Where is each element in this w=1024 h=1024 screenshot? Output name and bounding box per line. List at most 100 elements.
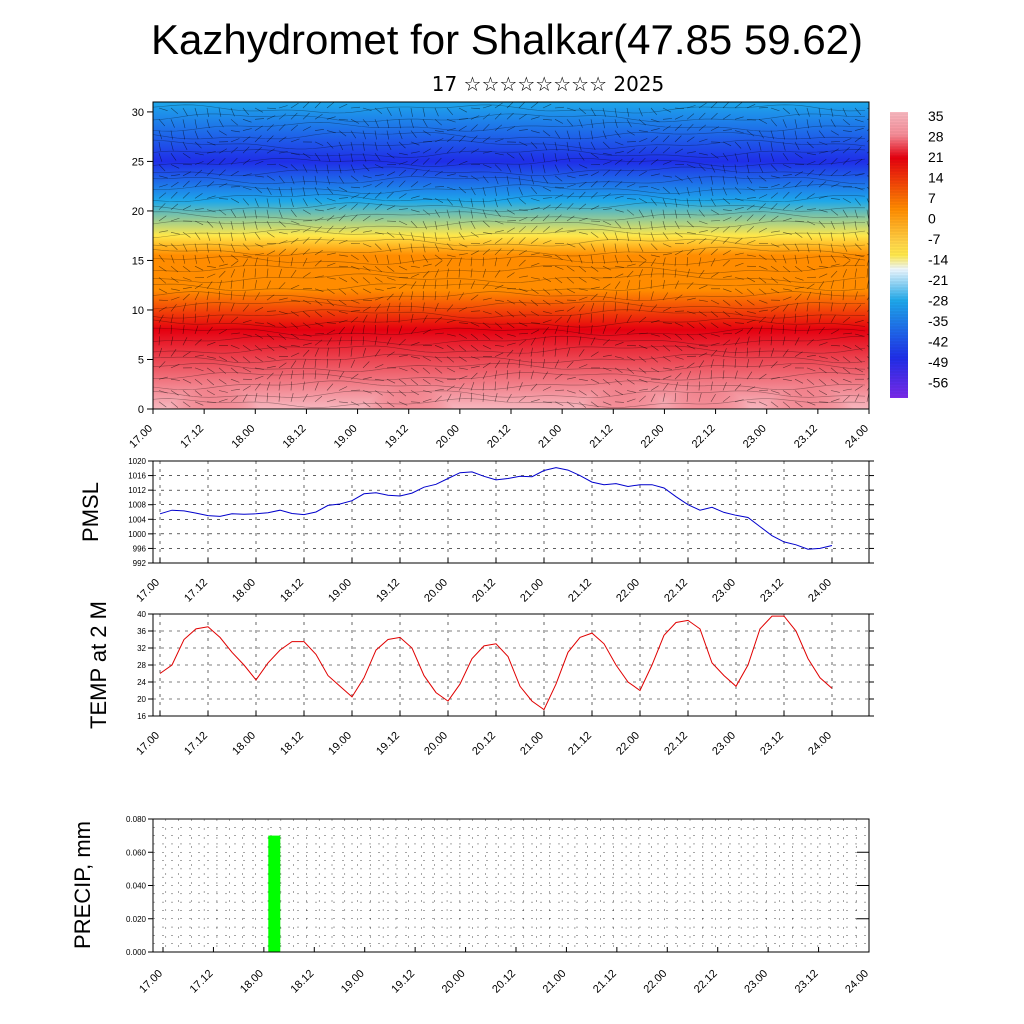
- wind-barb: [638, 209, 644, 218]
- wind-barb: [422, 263, 432, 267]
- wind-barb: [686, 198, 689, 208]
- wind-barb: [722, 175, 725, 185]
- wind-barb: [626, 390, 636, 393]
- wind-barb: [266, 392, 269, 402]
- wind-barb: [434, 269, 439, 278]
- wind-barb: [386, 351, 395, 357]
- wind-barb: [326, 116, 336, 120]
- wind-barb: [218, 243, 222, 253]
- wind-barb: [386, 277, 396, 281]
- wind-barb: [350, 347, 353, 357]
- wind-barb: [782, 174, 792, 177]
- wind-barb: [278, 322, 287, 329]
- wind-barb: [254, 333, 263, 339]
- wind-barb: [434, 388, 444, 391]
- wind-barb: [686, 240, 696, 244]
- wind-barb: [434, 356, 443, 363]
- wind-barb: [674, 198, 678, 208]
- wind-barb: [170, 243, 178, 251]
- wind-barb: [554, 265, 564, 270]
- wind-barb: [602, 367, 612, 372]
- wind-barb: [686, 257, 688, 267]
- wind-barb: [722, 102, 730, 109]
- wind-barb: [842, 260, 851, 267]
- wind-barb: [578, 181, 587, 188]
- wind-barb: [530, 237, 539, 244]
- wind-barb: [566, 184, 576, 188]
- colorbar-label: 21: [928, 149, 944, 165]
- wind-barb: [782, 181, 791, 188]
- wind-barb: [842, 367, 851, 374]
- wind-barb: [626, 107, 630, 117]
- contour-line: [153, 300, 866, 310]
- wind-barb: [494, 269, 501, 278]
- wind-barb: [686, 345, 696, 350]
- wind-barb: [770, 215, 779, 222]
- wind-barb: [374, 364, 384, 369]
- wind-barb: [662, 268, 664, 278]
- wind-barb: [602, 243, 606, 253]
- x-tick-label: 21.00: [518, 577, 546, 605]
- wind-barb: [314, 275, 324, 278]
- wind-barb: [758, 186, 769, 188]
- wind-barb: [242, 254, 252, 258]
- wind-barb: [362, 288, 372, 294]
- wind-barb: [662, 356, 671, 362]
- wind-barb: [326, 277, 336, 280]
- wind-barb: [254, 125, 263, 131]
- wind-barb: [446, 279, 448, 289]
- x-tick-label: 19.12: [374, 730, 402, 758]
- wind-barb: [326, 347, 329, 357]
- wind-barb: [806, 161, 816, 165]
- wind-barb: [650, 119, 660, 123]
- wind-barb: [530, 186, 538, 195]
- wind-barb: [686, 105, 696, 109]
- wind-barb: [854, 119, 864, 123]
- wind-barb: [806, 152, 816, 156]
- wind-barb: [518, 259, 526, 267]
- wind-barb: [398, 265, 408, 271]
- wind-barb: [542, 386, 552, 391]
- wind-barb: [434, 232, 437, 242]
- wind-barb: [350, 359, 355, 369]
- wind-barb: [722, 339, 731, 346]
- wind-barb: [254, 186, 262, 194]
- wind-barb: [422, 243, 426, 253]
- wind-barb: [434, 345, 444, 349]
- contour-line: [153, 291, 866, 301]
- wind-barb: [722, 382, 727, 391]
- wind-barb: [422, 329, 431, 335]
- wind-barb: [722, 322, 732, 327]
- warm-core: [360, 347, 457, 409]
- wind-barb: [698, 237, 707, 244]
- wind-barb: [254, 356, 263, 362]
- wind-barb: [542, 119, 553, 121]
- wind-barb: [566, 119, 574, 127]
- x-tick-label: 22.00: [641, 968, 669, 996]
- y-tick-label: 0.020: [126, 915, 147, 924]
- wind-barb: [290, 370, 294, 380]
- wind-barb-layer: [153, 102, 869, 408]
- wind-barb: [602, 107, 606, 117]
- wind-barb: [806, 208, 816, 210]
- wind-barb: [650, 232, 655, 241]
- x-tick-label: 21.12: [591, 968, 619, 996]
- wind-barb: [290, 333, 299, 339]
- wind-barb: [554, 359, 560, 369]
- wind-barb: [746, 175, 753, 184]
- wind-barb: [494, 322, 503, 329]
- wind-barb: [854, 304, 862, 312]
- wind-barb: [350, 214, 358, 222]
- wind-barb: [734, 322, 745, 324]
- wind-barb: [566, 243, 576, 248]
- precip-grid: [153, 819, 869, 952]
- wind-barb: [158, 401, 167, 408]
- wind-barb: [590, 337, 596, 346]
- wind-barb: [494, 112, 502, 120]
- x-tick-label: 20.00: [422, 730, 450, 758]
- wind-barb: [782, 304, 789, 312]
- wind-barb: [698, 393, 702, 402]
- wind-barb: [170, 181, 179, 188]
- wind-barb: [758, 316, 766, 323]
- wind-barb: [326, 399, 336, 403]
